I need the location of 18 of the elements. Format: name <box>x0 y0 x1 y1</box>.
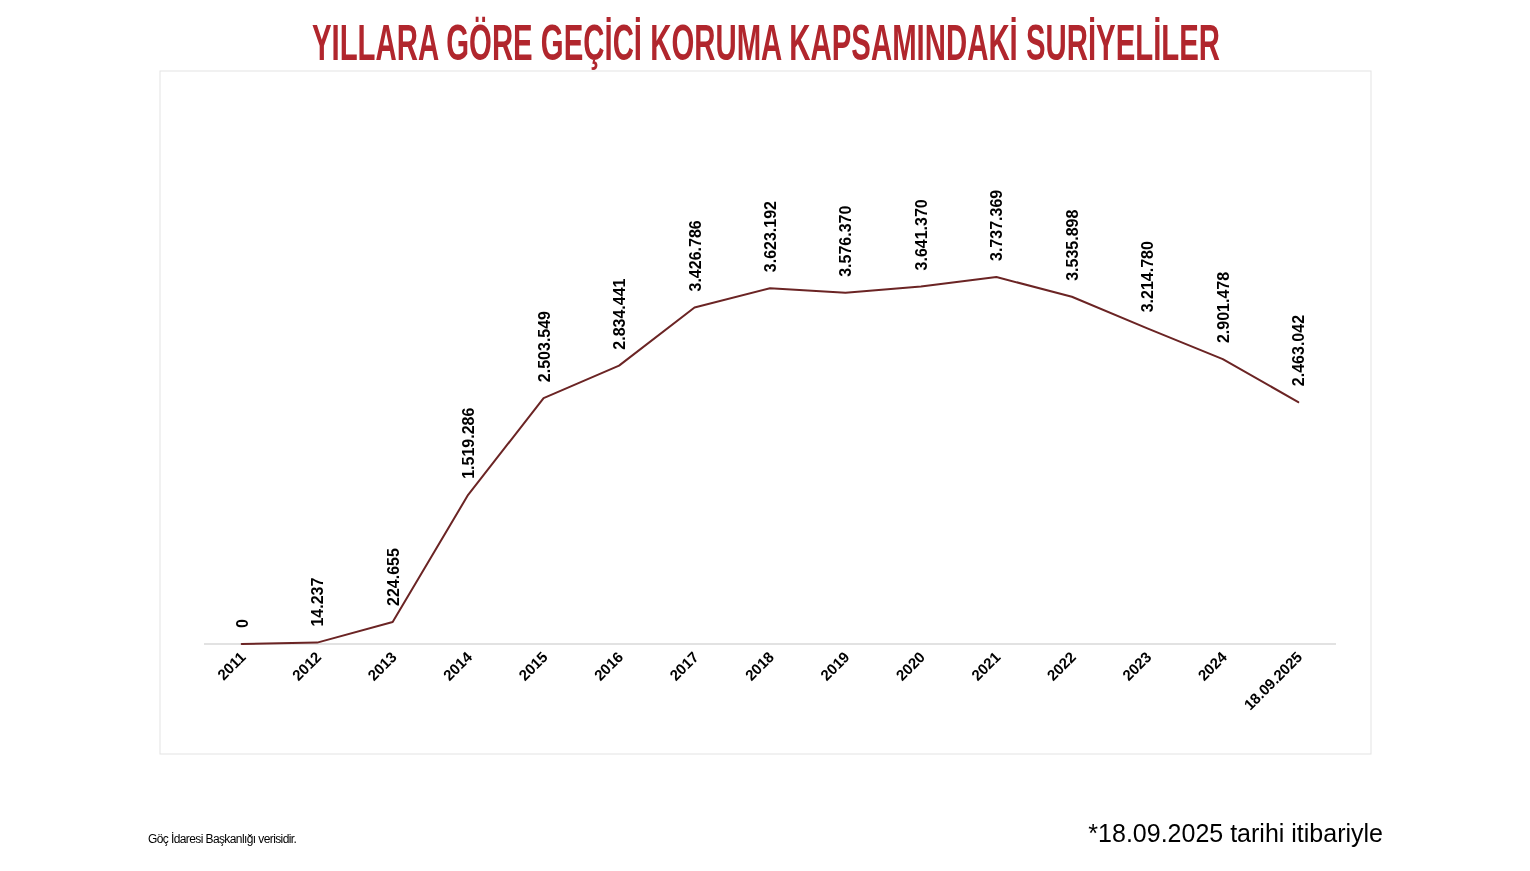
data-label: 3.737.369 <box>988 189 1006 261</box>
data-label: 3.576.370 <box>837 205 855 277</box>
data-label: 0 <box>233 619 251 628</box>
data-label: 2.463.042 <box>1290 314 1308 387</box>
text: *18.09.2025 tarihi itibariyle <box>1088 819 1383 847</box>
data-label: 14.237 <box>309 577 327 627</box>
data-label: 2.503.549 <box>535 310 553 383</box>
data-label: 224.655 <box>384 548 402 606</box>
text: Göç İdaresi Başkanlığı verisidir. <box>148 832 297 846</box>
data-label: 2.834.441 <box>611 278 629 350</box>
data-label: 3.623.192 <box>762 200 779 273</box>
data-label: 3.426.786 <box>686 220 704 292</box>
data-label: 2.901.478 <box>1214 271 1232 344</box>
data-label: 1.519.286 <box>460 407 478 479</box>
data-label: 3.641.370 <box>912 199 930 271</box>
data-label: 3.214.780 <box>1139 241 1157 313</box>
data-label: 3.535.898 <box>1063 209 1081 281</box>
chart-title: YILLARA GÖRE GEÇİCİ KORUMA KAPSAMINDAKİ SURİYELİLER <box>311 14 1221 71</box>
